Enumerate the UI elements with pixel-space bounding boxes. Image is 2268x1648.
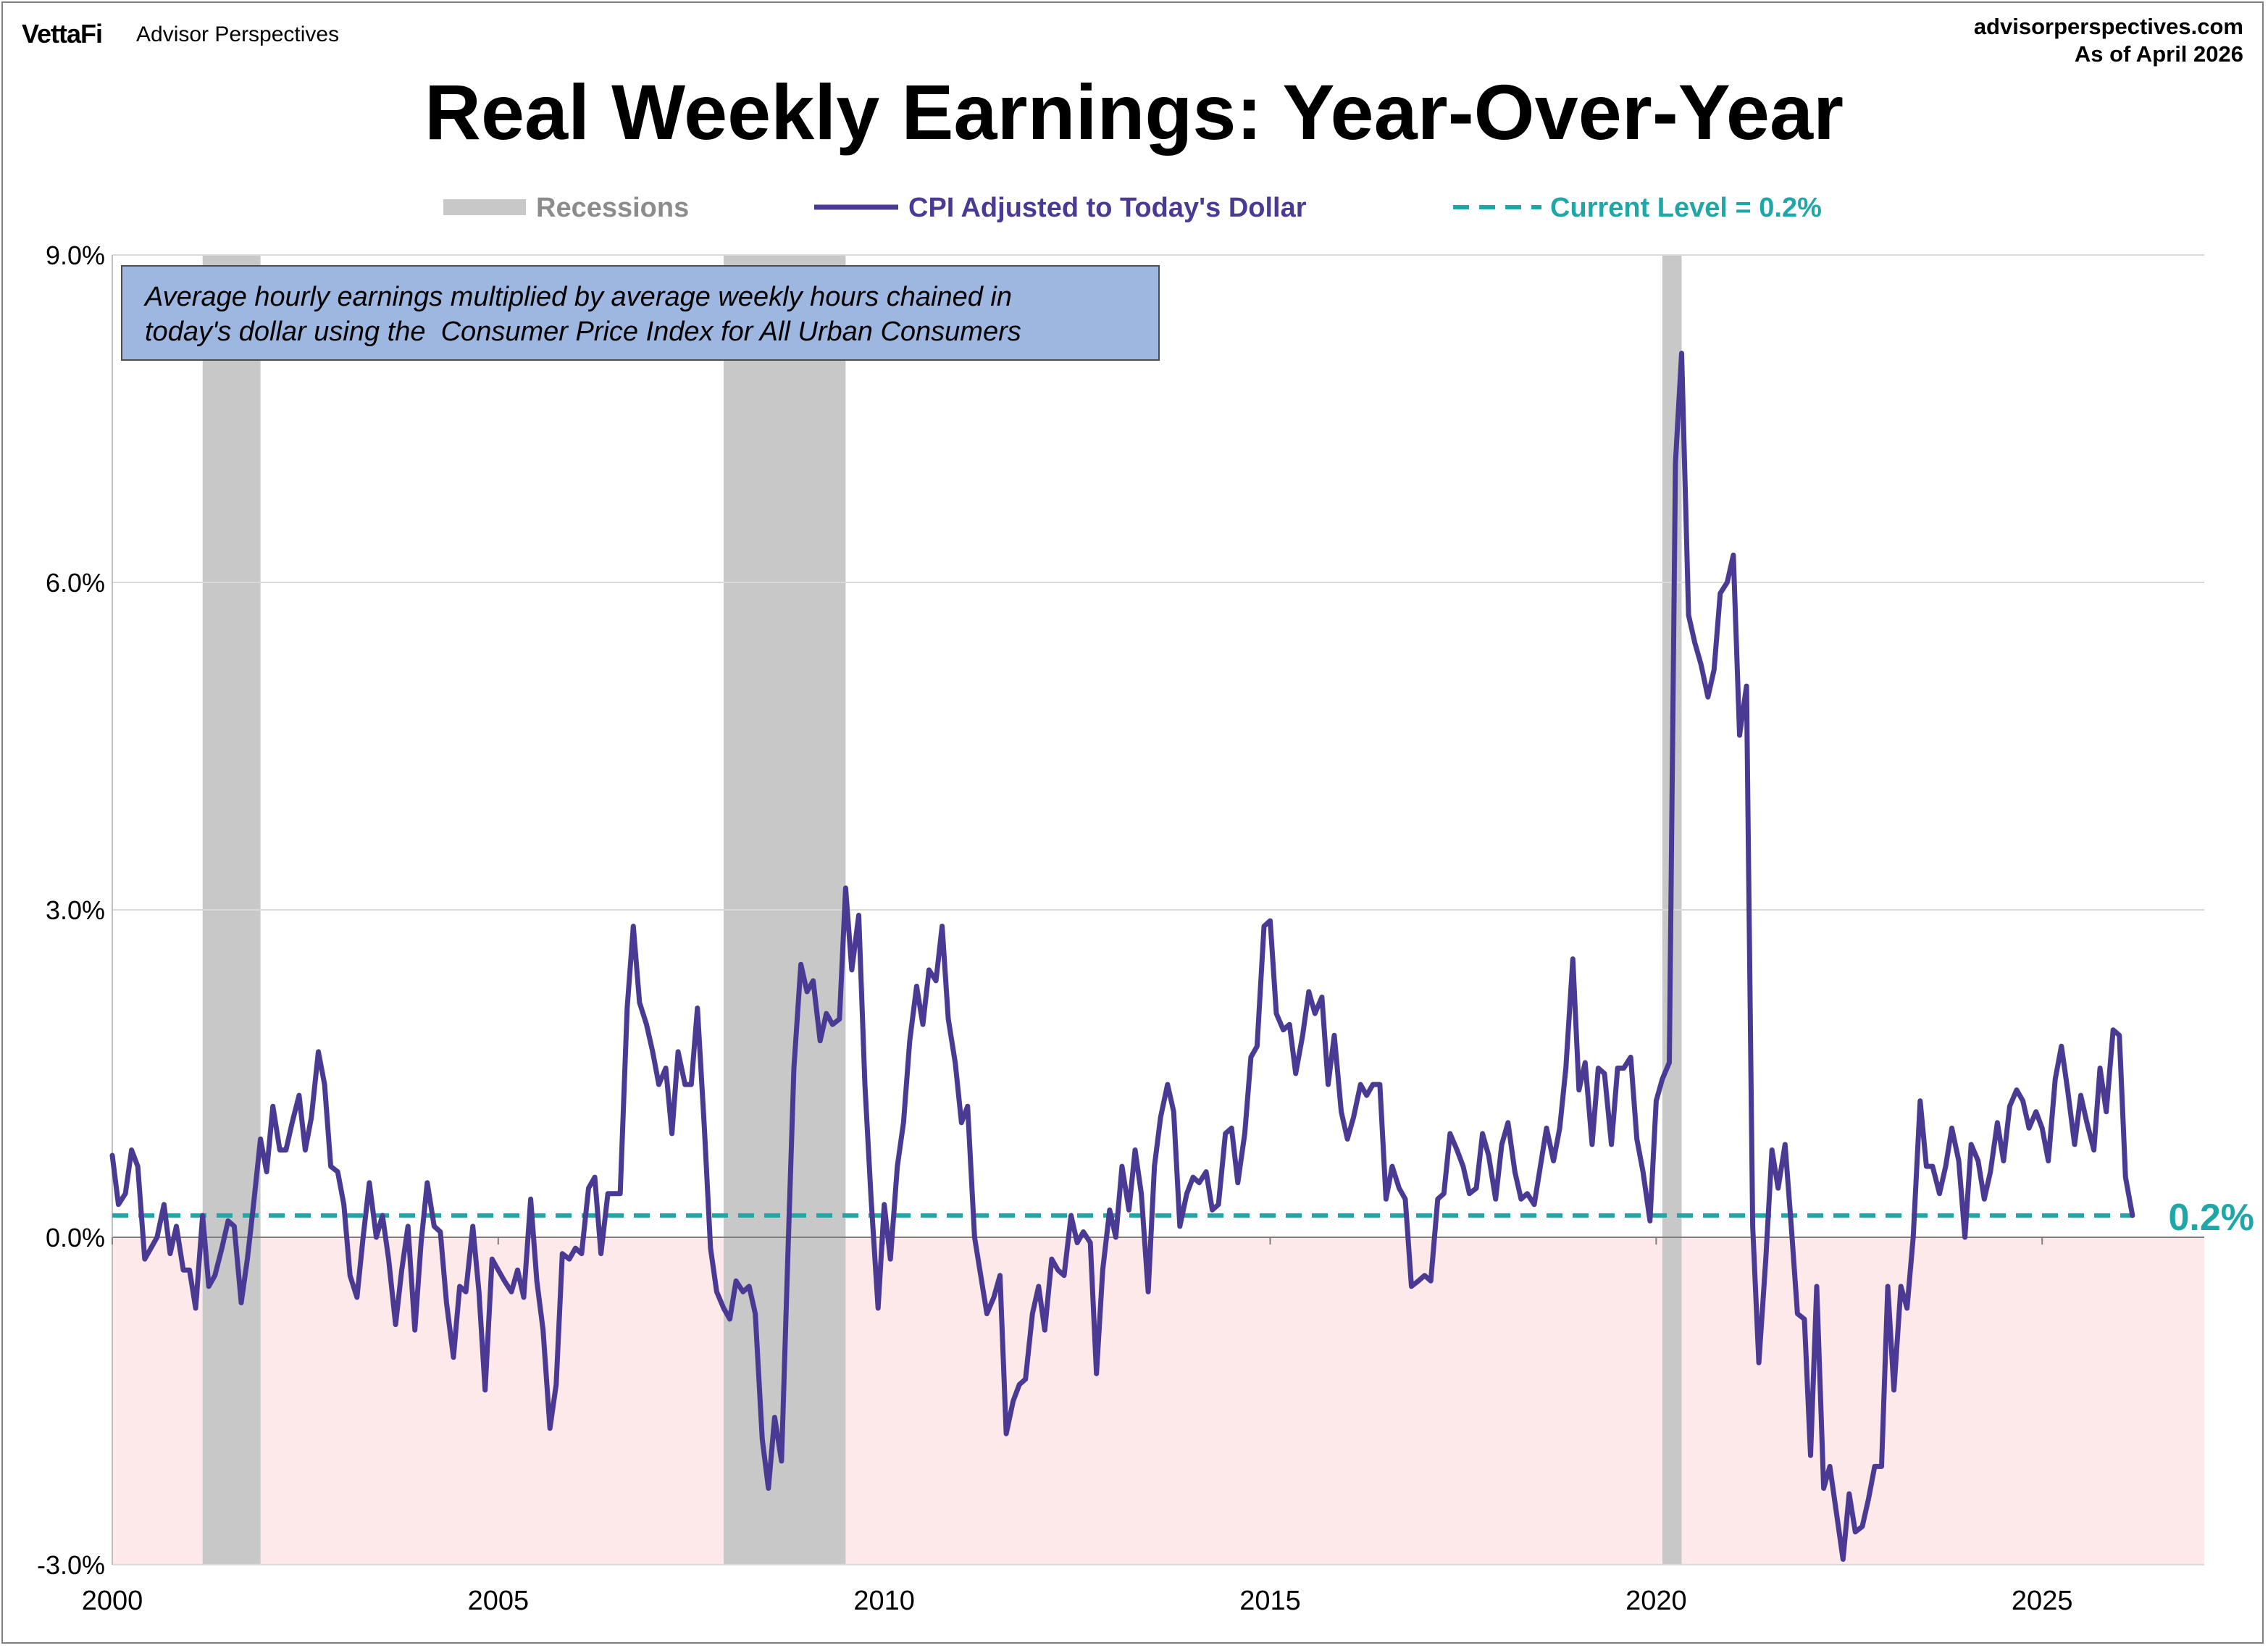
as-of-date: As of April 2026 <box>2074 41 2243 67</box>
tick-labels: -3.0% 0.0% 3.0% 6.0% 9.0% 2000 2005 2010 2015 202… <box>37 240 2073 1616</box>
y-tick-label: 0.0% <box>46 1223 105 1252</box>
legend-label-recessions: Recessions <box>536 193 689 223</box>
gridlines <box>112 254 2204 1565</box>
legend-label-current-level: Current Level = 0.2% <box>1550 193 1822 223</box>
chart-title: Real Weekly Earnings: Year-Over-Year <box>424 68 1844 156</box>
x-tick-label: 2010 <box>853 1586 915 1616</box>
y-tick-label: 3.0% <box>46 895 105 925</box>
current-level-label: 0.2% <box>2168 1197 2254 1239</box>
vettafi-logo: VettaFi <box>22 19 103 49</box>
series-layer <box>109 351 2135 1562</box>
annotation-box: Average hourly earnings multiplied by av… <box>121 265 1160 361</box>
current-level-line: 0.2% <box>112 1197 2254 1239</box>
x-tick-label: 2025 <box>2012 1586 2073 1616</box>
series-line-cpi-adjusted <box>109 351 2135 1562</box>
legend-label-series: CPI Adjusted to Today's Dollar <box>908 193 1307 223</box>
x-tick-label: 2000 <box>82 1586 143 1616</box>
y-tick-label: 6.0% <box>46 568 105 598</box>
x-tick-label: 2005 <box>468 1586 530 1616</box>
negative-zone-fill <box>112 1237 2204 1565</box>
negative-zone <box>112 1237 2204 1565</box>
site-url: advisorperspectives.com <box>1973 14 2243 39</box>
brand-subtitle: Advisor Perspectives <box>136 22 340 46</box>
annotation-text: Average hourly earnings multiplied by av… <box>143 282 1021 347</box>
y-tick-label: -3.0% <box>37 1550 105 1580</box>
source-info: advisorperspectives.com As of April 2026 <box>1974 13 2243 68</box>
x-tick-label: 2015 <box>1239 1586 1301 1616</box>
x-tick-label: 2020 <box>1625 1586 1687 1616</box>
y-tick-label: 9.0% <box>46 240 105 270</box>
legend-swatch-recessions <box>443 199 526 215</box>
legend: Recessions CPI Adjusted to Today's Dollar… <box>443 193 1822 223</box>
annotation-box-bg <box>121 265 1160 361</box>
